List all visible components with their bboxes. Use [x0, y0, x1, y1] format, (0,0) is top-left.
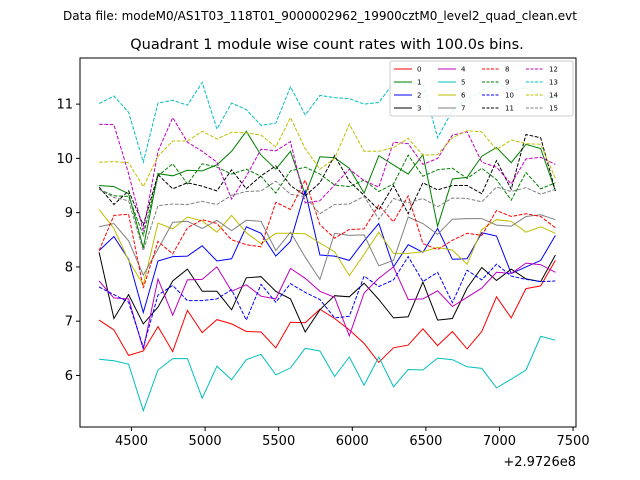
y-tick-label: 8	[65, 260, 73, 275]
legend-label-11: 11	[505, 105, 514, 113]
legend-label-7: 7	[461, 105, 465, 113]
series-line-0	[98, 260, 556, 364]
legend-label-13: 13	[549, 79, 558, 87]
series-line-4	[98, 262, 556, 350]
series-line-11	[98, 133, 556, 227]
x-tick-label: 7000	[483, 434, 516, 449]
plot-frame	[79, 57, 577, 428]
x-tick-label: 6000	[336, 434, 369, 449]
x-offset-label: +2.9726e8	[503, 455, 576, 470]
legend-label-3: 3	[417, 105, 421, 113]
legend-label-1: 1	[417, 79, 421, 87]
series-line-8	[98, 178, 556, 289]
legend-label-14: 14	[549, 92, 558, 100]
series-line-5	[99, 335, 556, 413]
legend-label-5: 5	[461, 79, 465, 87]
series-line-7	[98, 214, 556, 281]
x-tick-label: 5500	[262, 434, 295, 449]
y-tick-label: 11	[56, 98, 73, 113]
legend-label-6: 6	[461, 92, 466, 100]
series-line-10	[98, 255, 556, 349]
chart-suptitle: Data file: modeM0/AS1T03_118T01_90000029…	[63, 9, 577, 23]
legend-label-9: 9	[505, 79, 509, 87]
y-tick-label: 9	[65, 206, 73, 221]
legend-box	[389, 60, 574, 117]
series-line-1	[99, 130, 556, 249]
legend-label-2: 2	[417, 92, 421, 100]
legend-label-8: 8	[505, 66, 509, 74]
x-tick-label: 6500	[409, 434, 442, 449]
series-line-15	[98, 180, 556, 253]
legend-label-15: 15	[549, 105, 558, 113]
series-line-12	[99, 116, 556, 232]
y-tick-label: 10	[56, 152, 73, 167]
x-tick-label: 4500	[115, 434, 148, 449]
series-line-14	[99, 116, 556, 188]
chart-title: Quadrant 1 module wise count rates with …	[130, 37, 524, 53]
series-line-9	[98, 154, 556, 238]
plot-lines	[98, 81, 556, 413]
series-line-3	[98, 252, 556, 334]
legend-label-4: 4	[461, 66, 466, 74]
legend-label-12: 12	[549, 66, 558, 74]
legend-label-10: 10	[505, 92, 514, 100]
x-tick-label: 7500	[557, 434, 590, 449]
y-tick-label: 6	[65, 369, 73, 384]
axes: 4500 5000 5500 6000 6500 7000 7500 6 7 8 9 10 11	[56, 98, 589, 449]
y-tick-label: 7	[65, 315, 73, 330]
legend-label-0: 0	[417, 66, 421, 74]
x-tick-label: 5000	[189, 434, 222, 449]
